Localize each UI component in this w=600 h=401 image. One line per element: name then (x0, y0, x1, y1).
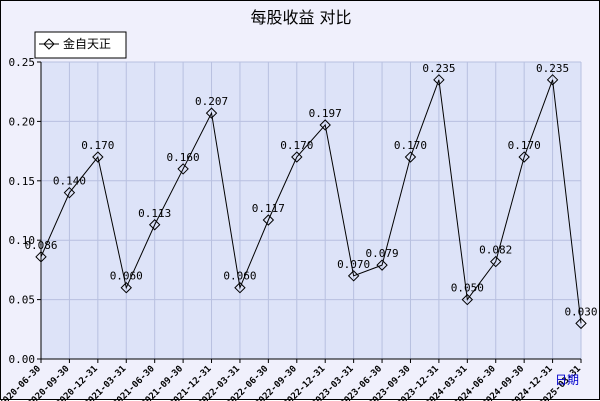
y-tick-label: 0.05 (9, 294, 36, 307)
data-point-marker (575, 317, 587, 330)
series-layer (35, 74, 587, 330)
data-point-marker (92, 151, 104, 163)
chart-title: 每股收益 对比 (250, 8, 351, 27)
data-label: 0.170 (394, 139, 427, 152)
data-point-marker (234, 282, 246, 294)
data-label: 0.235 (422, 62, 455, 75)
plot-area (41, 62, 581, 359)
x-axis-label: 日期 (555, 373, 579, 387)
data-label: 0.082 (479, 244, 512, 257)
grid-lines (40, 61, 582, 360)
data-point-marker (148, 219, 161, 231)
data-point-marker (35, 251, 47, 263)
data-label: 0.140 (53, 175, 86, 188)
axes (40, 62, 581, 360)
data-label: 0.170 (508, 139, 541, 152)
y-tick-label: 0.10 (9, 234, 36, 247)
data-point-marker (319, 119, 331, 131)
data-label: 0.070 (337, 258, 370, 271)
data-point-marker (347, 270, 360, 282)
legend-series-name: 金自天正 (63, 36, 111, 51)
data-label: 0.197 (309, 107, 342, 120)
data-point-marker (205, 107, 218, 119)
data-point-marker (177, 163, 189, 175)
data-labels: 0.086 0.140 0.170 0.060 0.113 0.160 0.207 0.060… (24, 62, 597, 319)
data-label: 0.170 (280, 139, 313, 152)
data-label: 0.079 (365, 247, 398, 260)
data-label: 0.086 (24, 239, 57, 252)
legend: 金自天正 (34, 31, 127, 59)
data-label: 0.160 (167, 151, 200, 164)
series-line (40, 79, 582, 324)
y-tick-label: 0.15 (9, 175, 36, 188)
y-tick-label: 0.20 (9, 115, 36, 128)
data-label: 0.060 (223, 270, 256, 283)
data-point-marker (404, 151, 417, 163)
data-point-marker (120, 282, 132, 294)
data-label: 0.030 (564, 305, 597, 318)
data-point-marker (63, 186, 76, 199)
data-point-marker (262, 214, 275, 226)
y-tick-label: 0.00 (9, 353, 36, 366)
data-label: 0.235 (536, 62, 569, 75)
y-axis-ticks: 0.00 0.05 0.10 0.15 0.20 0.25 (9, 56, 41, 366)
data-label: 0.050 (451, 282, 484, 295)
legend-diamond-marker (43, 38, 55, 50)
data-point-marker (546, 74, 559, 86)
data-label: 0.117 (252, 202, 285, 215)
data-label: 0.113 (138, 207, 171, 220)
data-point-marker (291, 151, 303, 163)
x-axis-ticks: 2020-06-302020-09-302020-12-312021-03-31… (1, 359, 583, 401)
data-point-marker (433, 74, 445, 86)
y-tick-label: 0.25 (9, 56, 36, 69)
data-label: 0.170 (81, 139, 114, 152)
legend-box (34, 31, 127, 59)
data-label: 0.060 (110, 270, 143, 283)
data-point-marker (518, 151, 530, 163)
data-point-marker (376, 259, 388, 271)
data-point-marker (490, 255, 502, 268)
data-point-marker (461, 293, 474, 306)
data-label: 0.207 (195, 95, 228, 108)
